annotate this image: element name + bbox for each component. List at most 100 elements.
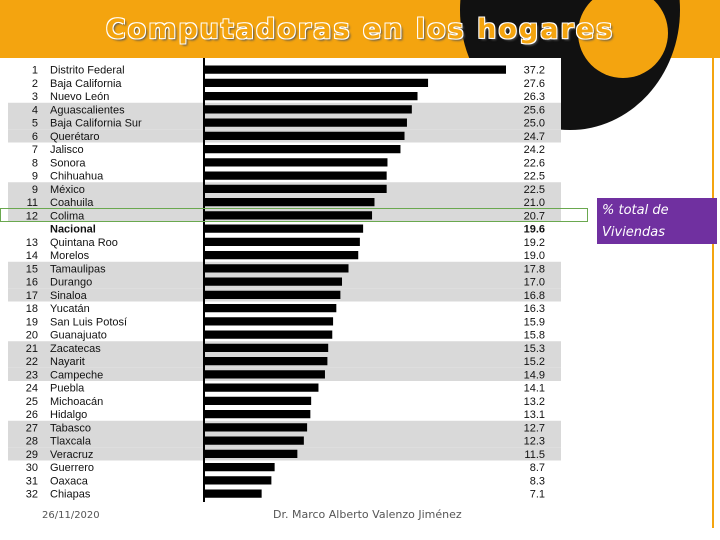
data-bar (204, 131, 405, 140)
data-bar (204, 370, 325, 379)
data-bar (204, 330, 333, 339)
data-bar (204, 198, 375, 207)
value-label: 15.2 (524, 356, 545, 368)
data-bar (204, 436, 304, 445)
state-label: Guanajuato (50, 330, 107, 342)
data-bar (204, 463, 275, 472)
state-label: Coahuila (50, 197, 94, 209)
data-bar (204, 251, 359, 260)
state-label: Nacional (50, 224, 96, 236)
rank-label: 21 (26, 343, 38, 355)
data-bar (204, 396, 312, 405)
value-label: 22.5 (524, 171, 545, 183)
value-label: 25.0 (524, 118, 545, 130)
rank-label: 3 (32, 91, 38, 103)
data-bar (204, 105, 412, 114)
slide-title: Computadoras en los hogares (105, 14, 615, 45)
data-bar (204, 410, 311, 419)
ranking-chart: 1 Distrito Federal 37.2 2 Baja California 27.… (0, 58, 588, 502)
state-label: Tamaulipas (50, 263, 106, 275)
state-label: Nayarit (50, 356, 85, 368)
rank-label: 25 (26, 396, 38, 408)
value-label: 26.3 (524, 91, 545, 103)
value-label: 16.8 (524, 290, 545, 302)
footer-author: Dr. Marco Alberto Valenzo Jiménez (273, 508, 462, 521)
value-label: 14.1 (524, 383, 545, 395)
rank-label: 26 (26, 409, 38, 421)
state-label: San Luis Potosí (50, 316, 127, 328)
data-bar (204, 171, 387, 180)
slide-border (712, 58, 714, 528)
corner-decoration-inner (578, 0, 668, 78)
value-label: 37.2 (524, 65, 545, 77)
data-bar (204, 489, 262, 498)
rank-label: 27 (26, 422, 38, 434)
state-label: Guerrero (50, 462, 94, 474)
data-bar (204, 65, 506, 74)
data-bar (204, 78, 429, 87)
data-bar (204, 476, 272, 485)
rank-label: 9 (32, 171, 38, 183)
state-label: Yucatán (50, 303, 90, 315)
data-bar (204, 92, 418, 101)
state-label: Sinaloa (50, 290, 88, 302)
rank-label: 18 (26, 303, 38, 315)
rank-label: 14 (26, 250, 38, 262)
state-label: Distrito Federal (50, 65, 125, 77)
value-label: 22.6 (524, 157, 545, 169)
rank-label: 13 (26, 237, 38, 249)
state-label: Aguascalientes (50, 104, 125, 116)
state-label: Durango (50, 277, 92, 289)
callout-label: % total de Viviendas (597, 198, 717, 244)
value-label: 17.0 (524, 277, 545, 289)
rank-label: 8 (32, 157, 38, 169)
value-label: 8.3 (530, 475, 545, 487)
value-label: 19.2 (524, 237, 545, 249)
footer-date: 26/11/2020 (42, 510, 100, 521)
rank-label: 16 (26, 277, 38, 289)
rank-label: 7 (32, 144, 38, 156)
rank-label: 28 (26, 436, 38, 448)
state-label: Querétaro (50, 131, 100, 143)
rank-label: 4 (32, 104, 38, 116)
state-label: Campeche (50, 369, 103, 381)
data-bar (204, 423, 308, 432)
value-label: 12.3 (524, 436, 545, 448)
value-label: 11.5 (524, 449, 545, 461)
rank-label: 5 (32, 118, 38, 130)
value-label: 15.3 (524, 343, 545, 355)
state-label: Chihuahua (50, 171, 104, 183)
state-label: Nuevo León (50, 91, 109, 103)
rank-label: 20 (26, 330, 38, 342)
rank-label: 19 (26, 316, 38, 328)
data-bar (204, 184, 387, 193)
state-label: Baja California (50, 78, 122, 90)
state-label: Chiapas (50, 489, 91, 501)
rank-label: 11 (27, 197, 38, 209)
value-label: 19.0 (524, 250, 545, 262)
rank-label: 1 (32, 65, 38, 77)
value-label: 21.0 (524, 197, 545, 209)
data-bar (204, 304, 337, 313)
value-label: 17.8 (524, 263, 545, 275)
rank-label: 6 (32, 131, 38, 143)
rank-label: 29 (26, 449, 38, 461)
state-label: Colima (50, 210, 85, 222)
state-label: Quintana Roo (50, 237, 118, 249)
state-label: Morelos (50, 250, 90, 262)
data-bar (204, 264, 349, 273)
value-label: 12.7 (524, 422, 545, 434)
rank-label: 2 (32, 78, 38, 90)
value-label: 22.5 (524, 184, 545, 196)
state-label: Hidalgo (50, 409, 87, 421)
highlight-box (0, 207, 588, 222)
rank-label: 30 (26, 462, 38, 474)
value-label: 20.7 (524, 210, 545, 222)
rank-label: 22 (26, 356, 38, 368)
rank-label: 9 (32, 184, 38, 196)
data-bar (204, 277, 343, 286)
state-label: México (50, 184, 85, 196)
data-bar (204, 317, 334, 326)
state-label: Baja California Sur (50, 118, 142, 130)
value-label: 14.9 (524, 369, 545, 381)
